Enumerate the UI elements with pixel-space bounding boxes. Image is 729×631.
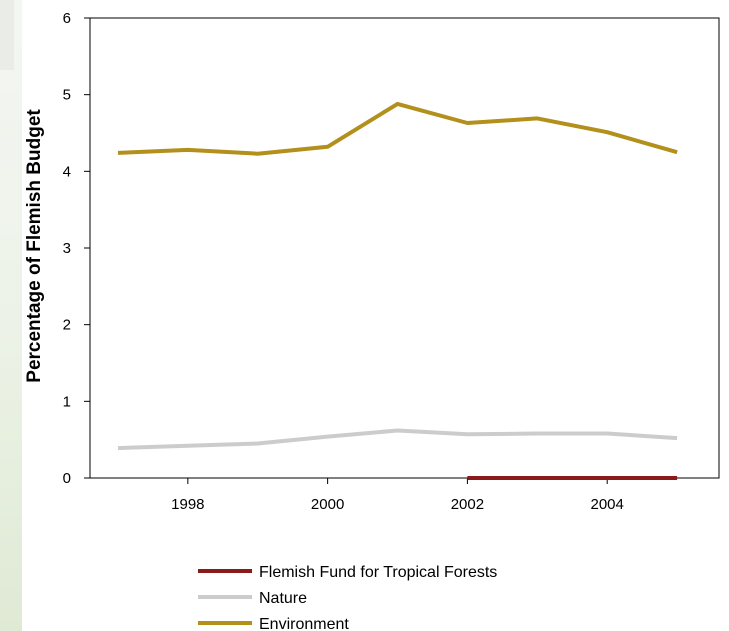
y-axis: 0 1 2 3 4 5 6 (63, 10, 90, 487)
plot-border (89, 17, 720, 479)
x-tick-label: 2000 (311, 496, 344, 513)
series-line-environment (117, 101, 678, 156)
plot-frame (89, 17, 720, 479)
y-tick-label: 6 (63, 10, 71, 27)
legend-label-fund: Flemish Fund for Tropical Forests (259, 564, 497, 581)
series-line-nature (117, 428, 678, 451)
y-tick-label: 4 (63, 163, 71, 180)
x-axis: 1998 2000 2002 2004 (171, 478, 624, 513)
x-tick-label: 2004 (590, 496, 623, 513)
y-tick-label: 5 (63, 87, 71, 104)
y-tick-label: 1 (63, 393, 71, 410)
background-strip (0, 0, 22, 631)
legend-label-environment: Environment (259, 616, 349, 631)
y-axis-label: Percentage of Flemish Budget (24, 109, 45, 383)
legend-label-nature: Nature (259, 590, 307, 607)
y-tick-label: 2 (63, 317, 71, 334)
x-tick-label: 1998 (171, 496, 204, 513)
y-tick-label: 0 (63, 470, 71, 487)
legend: Flemish Fund for Tropical Forests Nature E… (198, 564, 497, 631)
background-notch (0, 0, 14, 70)
y-tick-label: 3 (63, 240, 71, 257)
series-layer (117, 101, 678, 480)
x-tick-label: 2002 (451, 496, 484, 513)
